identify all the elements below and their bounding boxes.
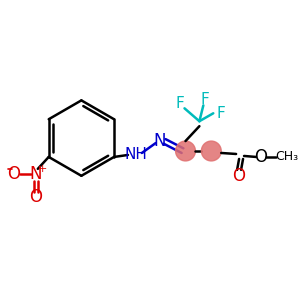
Text: O: O: [254, 148, 267, 166]
Text: +: +: [38, 164, 47, 174]
Text: O: O: [29, 188, 42, 206]
Circle shape: [176, 141, 195, 161]
Text: F: F: [217, 106, 226, 121]
Text: CH₃: CH₃: [275, 150, 298, 164]
Text: N: N: [153, 132, 166, 150]
Text: O: O: [8, 165, 20, 183]
Text: NH: NH: [124, 148, 147, 163]
Text: F: F: [175, 96, 184, 111]
Text: O: O: [232, 167, 246, 185]
Circle shape: [201, 141, 221, 161]
Text: N: N: [30, 165, 42, 183]
Text: F: F: [201, 92, 210, 107]
